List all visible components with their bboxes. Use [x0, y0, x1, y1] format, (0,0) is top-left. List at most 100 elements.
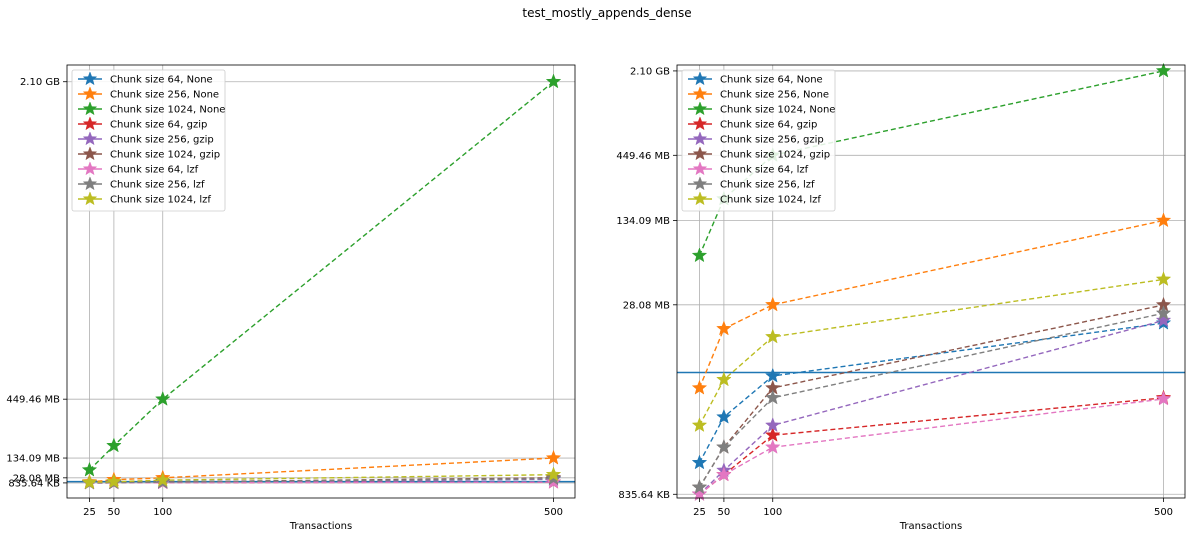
x-tick-label: 500	[544, 507, 563, 518]
series-line	[89, 457, 554, 483]
legend-marker	[692, 161, 708, 176]
y-tick-label: 449.46 MB	[616, 151, 670, 162]
legend-marker	[82, 86, 98, 101]
legend-marker	[692, 86, 708, 101]
y-tick-label: 449.46 MB	[6, 395, 60, 406]
legend-marker	[692, 101, 708, 116]
x-axis-label: Transactions	[289, 521, 352, 532]
legend-label: Chunk size 64, None	[720, 75, 823, 86]
legend-label: Chunk size 1024, lzf	[110, 195, 211, 206]
data-point-marker	[1155, 305, 1172, 320]
data-point-marker	[81, 461, 98, 477]
series-line	[699, 397, 1164, 495]
legend-label: Chunk size 256, gzip	[720, 135, 824, 146]
legend: Chunk size 64, None Chunk size 256, None C…	[681, 69, 835, 212]
legend-label: Chunk size 256, None	[720, 90, 829, 101]
data-point-marker	[716, 371, 732, 387]
data-point-marker	[154, 390, 171, 406]
legend-label: Chunk size 256, gzip	[110, 135, 214, 146]
legend-marker	[82, 116, 98, 131]
legend-label: Chunk size 1024, gzip	[110, 150, 220, 161]
data-point-marker	[691, 417, 708, 433]
data-point-marker	[764, 427, 781, 442]
chart-right-log: 25 50 100 500 835.64 KB 28.08 MB 134.09 MB 449.…	[616, 62, 1186, 532]
data-point-marker	[764, 439, 781, 454]
legend-marker	[82, 101, 98, 116]
legend-marker	[82, 161, 98, 176]
legend-marker	[82, 131, 98, 146]
series-line	[698, 278, 1164, 426]
data-point-marker	[716, 408, 732, 424]
series-line	[698, 319, 1164, 495]
data-point-marker	[1155, 390, 1172, 406]
data-point-marker	[545, 73, 562, 89]
data-point-marker	[691, 379, 708, 395]
legend-label: Chunk size 1024, None	[110, 105, 225, 116]
series-line	[698, 312, 1164, 488]
y-tick-label: 2.10 GB	[630, 66, 670, 77]
legend-marker	[692, 116, 708, 131]
data-point-marker	[716, 439, 732, 454]
legend-label: Chunk size 1024, gzip	[720, 150, 830, 161]
data-point-marker	[106, 437, 122, 453]
legend-marker	[692, 131, 708, 146]
legend-label: Chunk size 64, None	[110, 75, 213, 86]
y-tick-label: 28.08 MB	[13, 473, 60, 484]
legend-marker	[692, 71, 708, 86]
x-tick-label: 100	[763, 507, 782, 518]
y-tick-label: 134.09 MB	[6, 454, 60, 465]
x-axis-label: Transactions	[899, 521, 962, 532]
x-tick-label: 100	[153, 507, 172, 518]
legend: Chunk size 64, None Chunk size 256, None C…	[71, 69, 226, 212]
data-point-marker	[716, 466, 732, 482]
series-line	[88, 81, 554, 471]
series-line	[89, 473, 554, 484]
data-point-marker	[691, 479, 708, 495]
data-point-marker	[106, 473, 122, 489]
data-point-marker	[545, 449, 562, 465]
x-tick-label: 50	[718, 507, 731, 518]
data-point-marker	[545, 466, 562, 482]
x-tick-label: 500	[1154, 507, 1173, 518]
data-point-marker	[1155, 62, 1172, 78]
series-line	[699, 398, 1164, 495]
legend-marker	[82, 176, 98, 191]
legend-marker	[82, 71, 98, 86]
legend-marker	[692, 191, 708, 206]
data-point-marker	[764, 389, 781, 405]
data-point-marker	[1155, 212, 1172, 228]
y-tick-label: 2.10 GB	[20, 77, 60, 88]
data-point-marker	[691, 486, 708, 501]
legend-label: Chunk size 256, None	[110, 90, 219, 101]
data-point-marker	[764, 328, 781, 344]
data-point-marker	[1155, 312, 1172, 328]
figure-title: test_mostly_appends_dense	[522, 6, 691, 20]
data-point-marker	[81, 474, 98, 490]
legend-label: Chunk size 64, gzip	[720, 120, 817, 131]
data-point-marker	[764, 417, 781, 433]
data-point-marker	[764, 296, 781, 312]
data-point-marker	[691, 454, 708, 470]
data-point-marker	[1155, 271, 1172, 287]
legend-label: Chunk size 64, gzip	[110, 120, 207, 131]
legend-label: Chunk size 64, lzf	[720, 165, 809, 176]
legend-box	[71, 69, 226, 212]
legend-label: Chunk size 256, lzf	[110, 180, 205, 191]
series-line	[698, 219, 1164, 389]
series-line	[698, 322, 1164, 464]
axes-frame	[66, 64, 576, 499]
legend-marker	[692, 176, 708, 191]
y-tick-label: 28.08 MB	[623, 300, 670, 311]
y-tick-label: 835.64 KB	[618, 490, 670, 501]
data-point-marker	[764, 367, 781, 383]
data-point-marker	[691, 247, 708, 263]
data-point-marker	[154, 471, 171, 487]
y-tick-label: 134.09 MB	[616, 216, 670, 227]
x-tick-label: 25	[693, 507, 706, 518]
series-line	[698, 304, 1164, 488]
axes-frame	[676, 64, 1186, 499]
x-tick-label: 50	[108, 507, 121, 518]
legend-marker	[82, 191, 98, 206]
legend-label: Chunk size 256, lzf	[720, 180, 815, 191]
